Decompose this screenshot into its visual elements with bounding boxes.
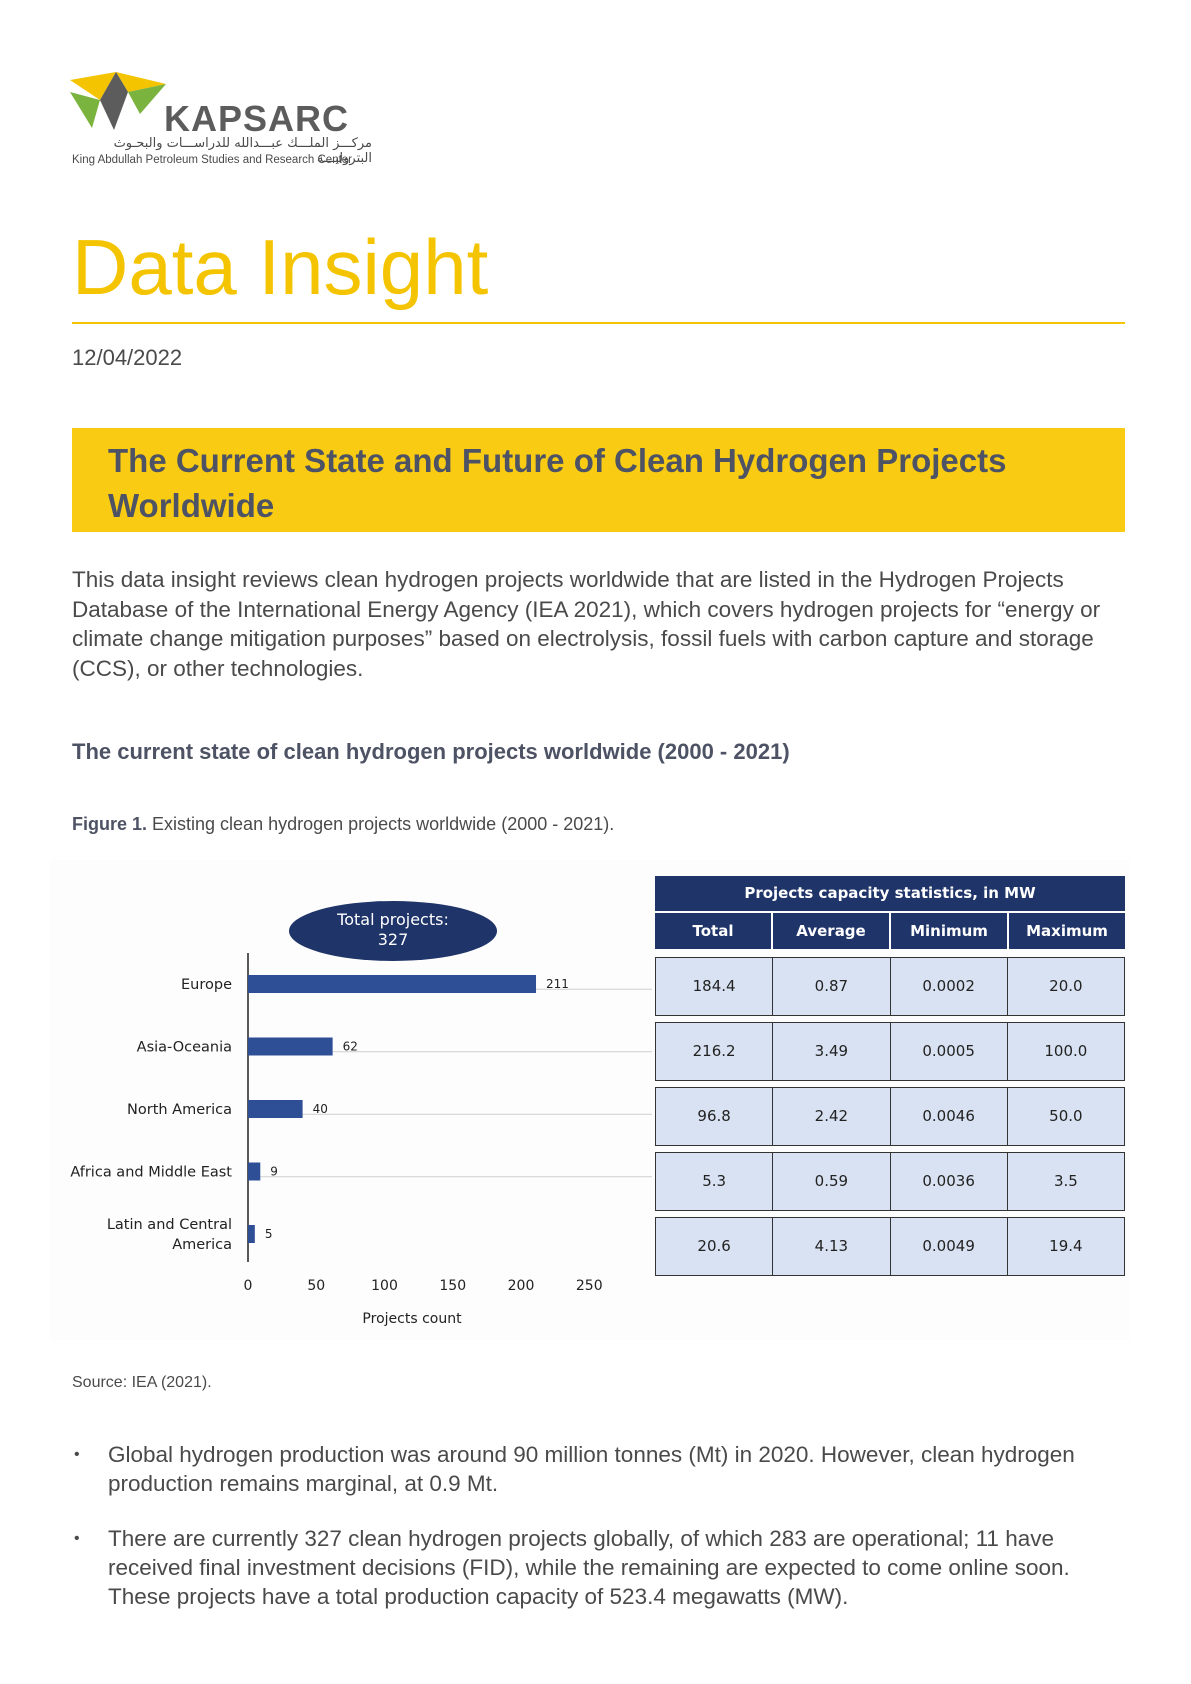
bar: [248, 1037, 333, 1056]
table-cell: 19.4: [1006, 1218, 1125, 1275]
table-cell: 4.13: [772, 1218, 890, 1275]
bar: [248, 1100, 303, 1118]
table-cell: 0.59: [772, 1153, 890, 1210]
logo-arabic-name: مركـــز الملـــك عبـــدالله للدراســـات …: [113, 136, 372, 166]
bar-value-label: 211: [546, 977, 569, 991]
title-divider: [72, 322, 1125, 324]
bar-value-label: 40: [313, 1102, 328, 1116]
bar: [248, 1225, 255, 1243]
x-tick-label: 50: [307, 1278, 325, 1294]
category-label: Africa and Middle East: [70, 1165, 232, 1181]
table-row: 5.3 0.59 0.0036 3.5: [655, 1152, 1125, 1211]
x-tick-label: 150: [439, 1278, 466, 1294]
bullet-text: Global hydrogen production was around 90…: [108, 1442, 1075, 1496]
table-cell: 216.2: [655, 1023, 773, 1080]
table-cell: 100.0: [1006, 1023, 1125, 1080]
bullet-marker: •: [74, 1530, 80, 1547]
table-cell: 184.4: [655, 958, 773, 1015]
table-cell: 0.87: [772, 958, 890, 1015]
x-tick-label: 100: [371, 1278, 398, 1294]
bullet-list: • Global hydrogen production was around …: [72, 1440, 1132, 1637]
table-row: 184.4 0.87 0.0002 20.0: [655, 957, 1125, 1016]
table-cell: 20.6: [655, 1218, 773, 1275]
title-banner: The Current State and Future of Clean Hy…: [72, 428, 1125, 532]
figure-caption: Figure 1. Existing clean hydrogen projec…: [72, 814, 614, 835]
table-cell: 5.3: [655, 1153, 773, 1210]
bullet-marker: •: [74, 1446, 80, 1463]
table-cell: 50.0: [1006, 1088, 1125, 1145]
document-date: 12/04/2022: [72, 345, 183, 370]
stats-table-title: Projects capacity statistics, in MW: [655, 876, 1125, 913]
logo-english-name: King Abdullah Petroleum Studies and Rese…: [72, 154, 353, 166]
figure-source: Source: IEA (2021).: [72, 1374, 212, 1391]
total-projects-callout: Total projects: 327: [289, 901, 497, 961]
category-label: North America: [127, 1102, 232, 1118]
document-title: Data Insight: [72, 223, 489, 311]
banner-title: The Current State and Future of Clean Hy…: [108, 442, 1007, 524]
bar-value-label: 5: [265, 1227, 273, 1241]
table-cell: 96.8: [655, 1088, 773, 1145]
table-row: 216.2 3.49 0.0005 100.0: [655, 1022, 1125, 1081]
callout-label: Total projects:: [337, 910, 449, 929]
table-cell: 0.0002: [889, 958, 1007, 1015]
stats-col-maximum: Maximum: [1026, 922, 1108, 940]
stats-col-minimum: Minimum: [891, 913, 1009, 949]
table-cell: 3.49: [772, 1023, 890, 1080]
bar-value-label: 9: [270, 1165, 278, 1179]
bar: [248, 1162, 261, 1181]
table-row: 96.8 2.42 0.0046 50.0: [655, 1087, 1125, 1146]
table-cell: 0.0005: [889, 1023, 1007, 1080]
category-label: Europe: [181, 977, 232, 993]
x-tick-label: 200: [508, 1278, 535, 1294]
x-tick-label: 0: [244, 1278, 253, 1294]
bar-value-label: 62: [343, 1040, 358, 1054]
list-item: • There are currently 327 clean hydrogen…: [72, 1524, 1132, 1611]
kapsarc-logo: KAPSARC مركـــز الملـــك عبـــدالله للدر…: [70, 70, 380, 170]
figure-caption-text: Existing clean hydrogen projects worldwi…: [147, 814, 615, 834]
table-row: 20.6 4.13 0.0049 19.4: [655, 1217, 1125, 1276]
table-cell: 0.0036: [889, 1153, 1007, 1210]
logo-wordmark: KAPSARC: [164, 98, 350, 139]
bar-chart: 211 Europe 62 Asia-Oceania 40 North America 9 A…: [70, 953, 652, 1327]
capacity-stats-table: Projects capacity statistics, in MW Tota…: [655, 876, 1125, 1276]
x-axis-label: Projects count: [362, 1311, 462, 1327]
kapsarc-emblem-icon: [70, 72, 166, 130]
intro-paragraph: This data insight reviews clean hydrogen…: [72, 567, 1101, 681]
stats-col-total: Total: [655, 913, 773, 949]
section-heading: The current state of clean hydrogen proj…: [72, 739, 790, 764]
category-label: America: [172, 1237, 232, 1253]
table-cell: 0.0046: [889, 1088, 1007, 1145]
bullet-text: There are currently 327 clean hydrogen p…: [108, 1526, 1070, 1609]
stats-table-header-row: Total Average Minimum Maximum: [655, 913, 1125, 949]
bar: [248, 975, 537, 993]
table-cell: 0.0049: [889, 1218, 1007, 1275]
table-cell: 3.5: [1006, 1153, 1125, 1210]
list-item: • Global hydrogen production was around …: [72, 1440, 1132, 1498]
x-tick-label: 250: [576, 1278, 603, 1294]
stats-col-average: Average: [773, 913, 891, 949]
figure-label: Figure 1.: [72, 814, 148, 834]
table-cell: 2.42: [772, 1088, 890, 1145]
table-cell: 20.0: [1006, 958, 1125, 1015]
category-label: Latin and Central: [107, 1217, 232, 1233]
callout-value: 327: [377, 930, 409, 949]
category-label: Asia-Oceania: [137, 1040, 232, 1056]
